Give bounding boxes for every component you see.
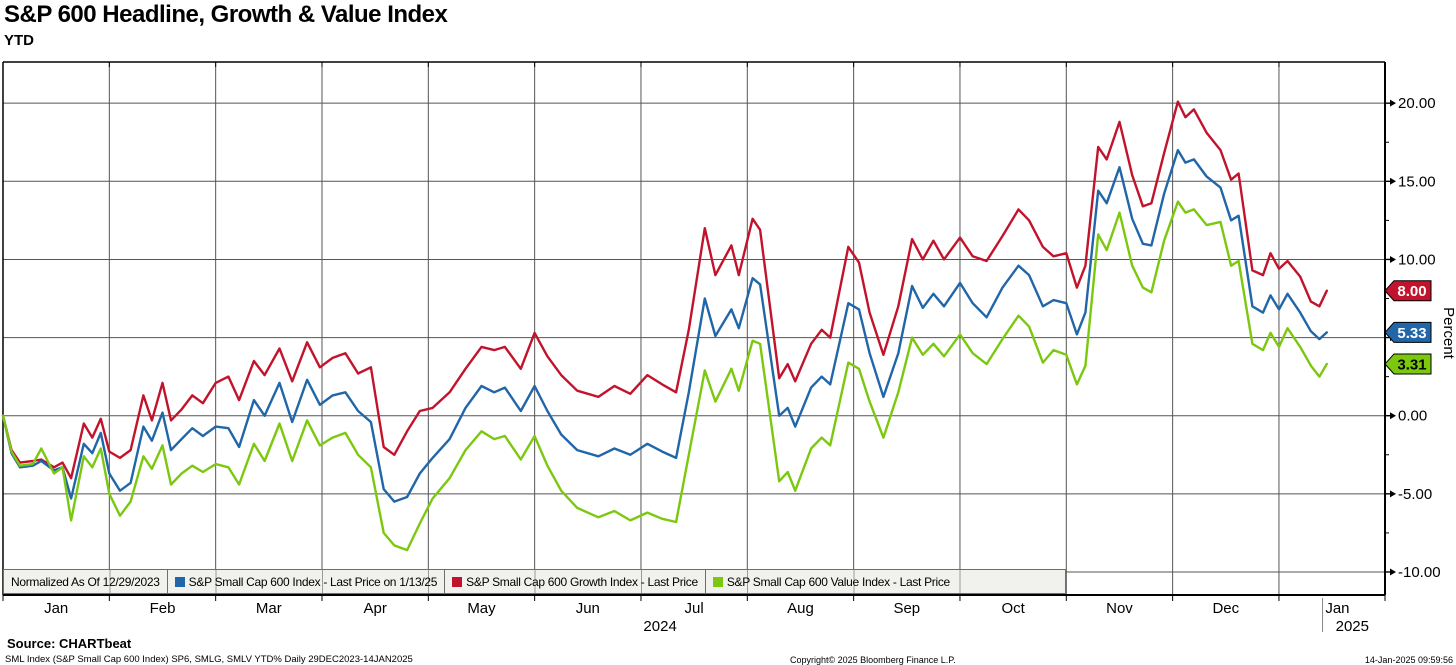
y-tick-label: 20.00 [1398, 95, 1436, 112]
x-month-label: Jun [576, 600, 600, 617]
last-price-tag-value: 5.33 [1397, 325, 1426, 342]
y-axis-title: Percent [1440, 307, 1456, 360]
y-tick-label: 10.00 [1398, 251, 1436, 268]
y-tick-arrow-icon [1390, 99, 1396, 107]
source-label: Source: CHARTbeat [7, 636, 132, 651]
y-tick-label: -10.00 [1398, 564, 1441, 581]
y-tick-arrow-icon [1390, 568, 1396, 576]
legend-label: Normalized As Of 12/29/2023 [11, 574, 160, 589]
x-month-label: Oct [1001, 600, 1025, 617]
y-tick-arrow-icon [1390, 490, 1396, 498]
x-month-label: Dec [1212, 600, 1239, 617]
y-tick-arrow-icon [1390, 177, 1396, 185]
y-tick-label: 15.00 [1398, 173, 1436, 190]
legend-item-growth[interactable]: S&P Small Cap 600 Growth Index - Last Pr… [444, 570, 705, 593]
x-month-label: Feb [150, 600, 176, 617]
timestamp-text: 14-Jan-2025 09:59:56 [1364, 655, 1453, 665]
x-month-label: Apr [363, 600, 386, 617]
series-line [1, 200, 1329, 552]
year-label: 2025 [1336, 618, 1369, 635]
chart-legend: Normalized As Of 12/29/2023 S&P Small Ca… [3, 569, 1066, 594]
legend-item-headline[interactable]: S&P Small Cap 600 Index - Last Price on … [166, 570, 445, 593]
x-month-label: Aug [787, 600, 814, 617]
last-price-tag-value: 3.31 [1397, 356, 1426, 373]
last-price-tag [1384, 280, 1432, 302]
last-price-tag [1384, 321, 1432, 343]
green-series-swatch-icon [712, 576, 723, 587]
page-subtitle: YTD [4, 32, 34, 49]
legend-label: S&P Small Cap 600 Value Index - Last Pri… [726, 574, 950, 589]
copyright-text: Copyright© 2025 Bloomberg Finance L.P. [790, 655, 956, 665]
x-month-label: Jan [44, 600, 68, 617]
series-line [1, 100, 1329, 480]
x-month-label: Sep [893, 600, 920, 617]
last-price-tag [1384, 353, 1432, 375]
last-price-tag-value: 8.00 [1397, 283, 1426, 300]
y-tick-arrow-icon [1390, 412, 1396, 420]
page-title: S&P 600 Headline, Growth & Value Index [4, 1, 448, 28]
y-tick-label: -5.00 [1398, 486, 1432, 503]
legend-item-normalized: Normalized As Of 12/29/2023 [4, 570, 167, 593]
year-label: 2024 [643, 618, 676, 635]
x-month-label: Jan [1325, 600, 1349, 617]
series-line [1, 148, 1329, 503]
x-month-label: Nov [1106, 600, 1133, 617]
legend-item-value[interactable]: S&P Small Cap 600 Value Index - Last Pri… [704, 570, 957, 593]
legend-label: S&P Small Cap 600 Growth Index - Last Pr… [466, 574, 698, 589]
red-series-swatch-icon [452, 576, 463, 587]
x-month-label: May [467, 600, 496, 617]
x-month-label: Mar [256, 600, 282, 617]
y-tick-label: 0.00 [1398, 408, 1427, 425]
y-tick-arrow-icon [1390, 255, 1396, 263]
legend-label: S&P Small Cap 600 Index - Last Price on … [188, 574, 438, 589]
blue-series-swatch-icon [174, 576, 185, 587]
x-month-label: Jul [685, 600, 704, 617]
footer-detail-text: SML Index (S&P Small Cap 600 Index) SP6,… [5, 654, 413, 665]
